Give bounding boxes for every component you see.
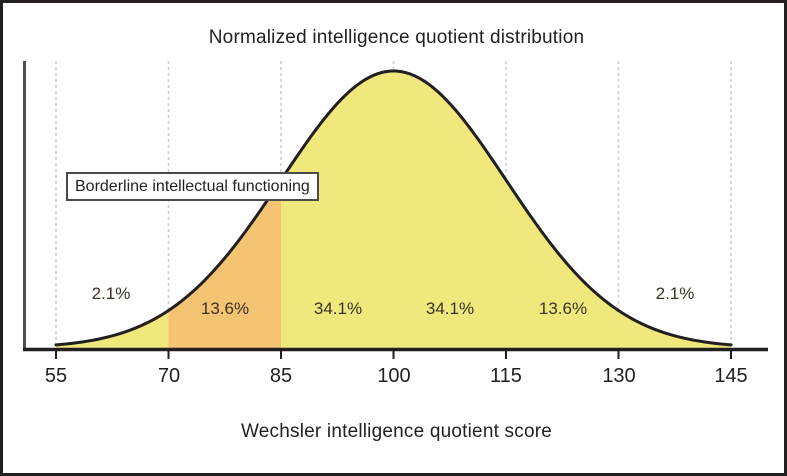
- x-tick-label-115: 115: [490, 365, 522, 387]
- annotation-text: Borderline intellectual functioning: [75, 177, 310, 195]
- page-title: Normalized intelligence quotient distrib…: [208, 27, 585, 48]
- x-tick-label-145: 145: [714, 365, 748, 387]
- band-fill-below-70: [56, 310, 169, 348]
- percent-label-below-70: 2.1%: [91, 284, 131, 303]
- band-fill-above-130: [618, 310, 731, 348]
- percent-label-115-130: 13.6%: [538, 299, 588, 318]
- percent-label-85-100: 34.1%: [313, 299, 363, 318]
- bell-curve-line: [54, 69, 733, 347]
- x-tick-label-55: 55: [44, 365, 68, 387]
- band-fill-100-115: [393, 71, 506, 348]
- x-tick-label-70: 70: [157, 365, 181, 387]
- x-axis-title: Wechsler intelligence quotient score: [240, 421, 552, 442]
- axes: [23, 61, 768, 359]
- x-tick-label-100: 100: [377, 365, 411, 387]
- percent-label-borderline: 13.6%: [200, 299, 250, 318]
- annotation-borderline-intellectual-functioning: Borderline intellectual functioning: [66, 172, 319, 201]
- normal-distribution-plot: [23, 61, 768, 359]
- x-tick-label-130: 130: [602, 365, 636, 387]
- percent-label-100-115: 34.1%: [425, 299, 475, 318]
- x-tick-label-85: 85: [269, 365, 293, 387]
- x-axis-ticks: [55, 349, 732, 359]
- percent-label-above-130: 2.1%: [655, 284, 695, 303]
- distribution-fill-bands: [56, 71, 731, 348]
